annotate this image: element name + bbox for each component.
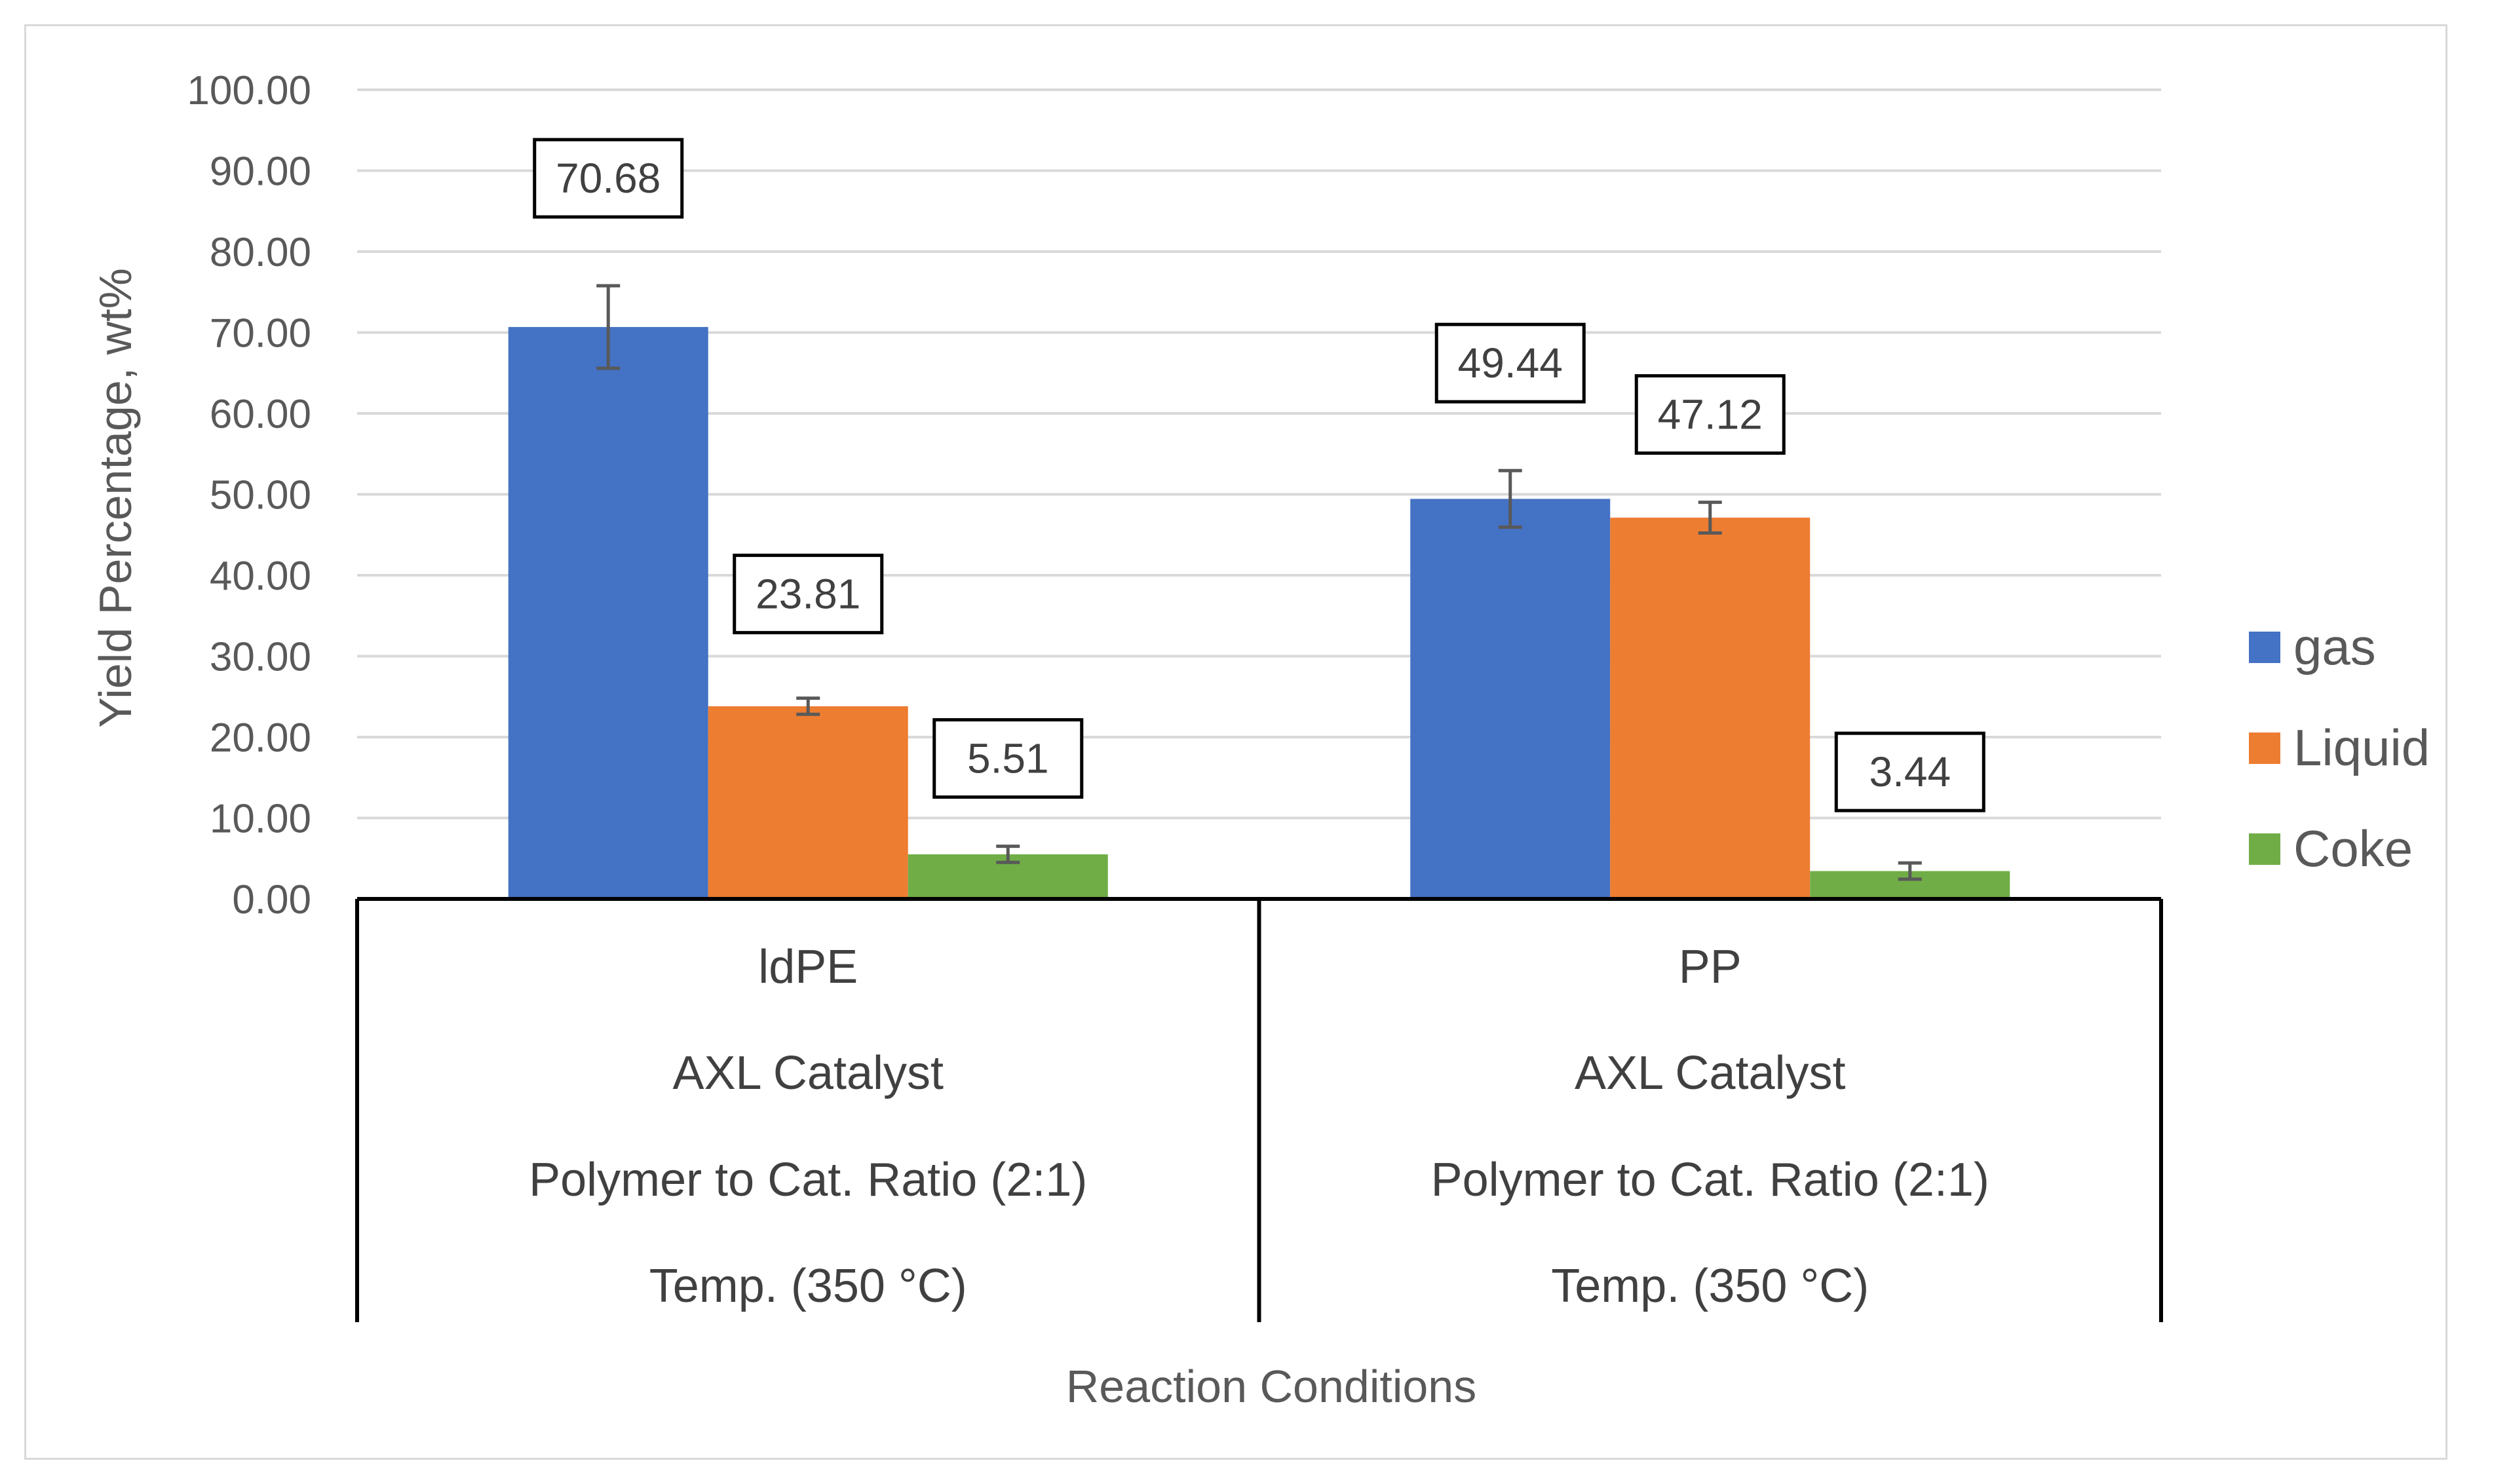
error-bar — [1498, 468, 1522, 529]
data-label: 3.44 — [1834, 731, 1985, 812]
y-tick-label: 0.00 — [232, 877, 311, 923]
data-label-box — [533, 138, 684, 219]
legend-label: Liquid — [2293, 719, 2430, 776]
error-bar — [996, 845, 1020, 864]
legend-swatch — [2249, 732, 2280, 764]
data-label: 70.68 — [533, 138, 684, 219]
category-label: PP — [1679, 941, 1742, 993]
y-tick-label: 30.00 — [210, 635, 311, 680]
data-label-box — [1834, 731, 1985, 812]
data-label-text: 5.51 — [967, 735, 1049, 782]
bar-liquid-1 — [1610, 518, 1811, 899]
error-bar — [796, 696, 820, 716]
category-label: Temp. (350 °C) — [649, 1260, 967, 1312]
y-tick-label: 90.00 — [210, 149, 311, 195]
legend-swatch — [2249, 632, 2280, 663]
y-axis-ticks: 0.00 10.00 20.00 30.00 40.00 50.00 60.00 70.00 8… — [187, 68, 311, 923]
y-tick-label: 60.00 — [210, 392, 311, 437]
data-label-box — [1434, 322, 1586, 404]
data-label-box — [1634, 374, 1786, 455]
legend-item-liquid: Liquid — [2249, 719, 2430, 776]
data-label-text: 49.44 — [1458, 339, 1563, 387]
bar-liquid-0 — [708, 706, 908, 899]
legend-label: Coke — [2293, 820, 2413, 877]
data-label-text: 23.81 — [756, 571, 860, 618]
bars — [508, 327, 2010, 899]
bar-gas-0 — [508, 327, 708, 899]
y-tick-label: 40.00 — [210, 554, 311, 599]
error-bar — [1698, 501, 1722, 535]
data-label: 23.81 — [733, 554, 884, 635]
y-tick-label: 80.00 — [210, 230, 311, 275]
y-axis-title: Yield Percentage, wt% — [90, 268, 141, 728]
data-label: 47.12 — [1634, 374, 1786, 455]
data-label: 49.44 — [1434, 322, 1586, 404]
data-labels: 70.68 49.44 23.81 47.12 5.51 3.44 — [533, 138, 1985, 812]
x-axis-categories: ldPE AXL Catalyst Polymer to Cat. Ratio (2… — [355, 897, 2163, 1322]
error-bar — [596, 284, 621, 370]
x-axis-title: Reaction Conditions — [1066, 1361, 1476, 1412]
y-tick-label: 70.00 — [210, 311, 311, 356]
category-label: AXL Catalyst — [1575, 1047, 1846, 1099]
error-bars — [596, 284, 1922, 881]
error-bar — [1898, 861, 1922, 881]
data-label: 5.51 — [932, 718, 1084, 799]
data-label-text: 47.12 — [1658, 391, 1763, 438]
legend: gas Liquid Coke — [2249, 618, 2430, 877]
legend-label: gas — [2293, 618, 2376, 675]
y-tick-label: 100.00 — [187, 68, 311, 113]
legend-swatch — [2249, 833, 2280, 865]
bar-gas-1 — [1410, 499, 1611, 899]
data-label-text: 70.68 — [556, 155, 661, 202]
category-label: ldPE — [758, 941, 858, 993]
category-label: AXL Catalyst — [672, 1047, 944, 1099]
y-tick-label: 20.00 — [210, 715, 311, 761]
y-tick-label: 50.00 — [210, 473, 311, 518]
category-label: Polymer to Cat. Ratio (2:1) — [529, 1154, 1087, 1206]
y-tick-label: 10.00 — [210, 797, 311, 842]
data-label-box — [733, 554, 884, 635]
data-label-box — [932, 718, 1084, 799]
data-label-text: 3.44 — [1869, 748, 1951, 795]
chart-frame — [24, 24, 2447, 1460]
category-label: Temp. (350 °C) — [1551, 1260, 1869, 1312]
legend-item-coke: Coke — [2249, 820, 2413, 877]
category-label: Polymer to Cat. Ratio (2:1) — [1431, 1154, 1989, 1206]
legend-item-gas: gas — [2249, 618, 2376, 675]
